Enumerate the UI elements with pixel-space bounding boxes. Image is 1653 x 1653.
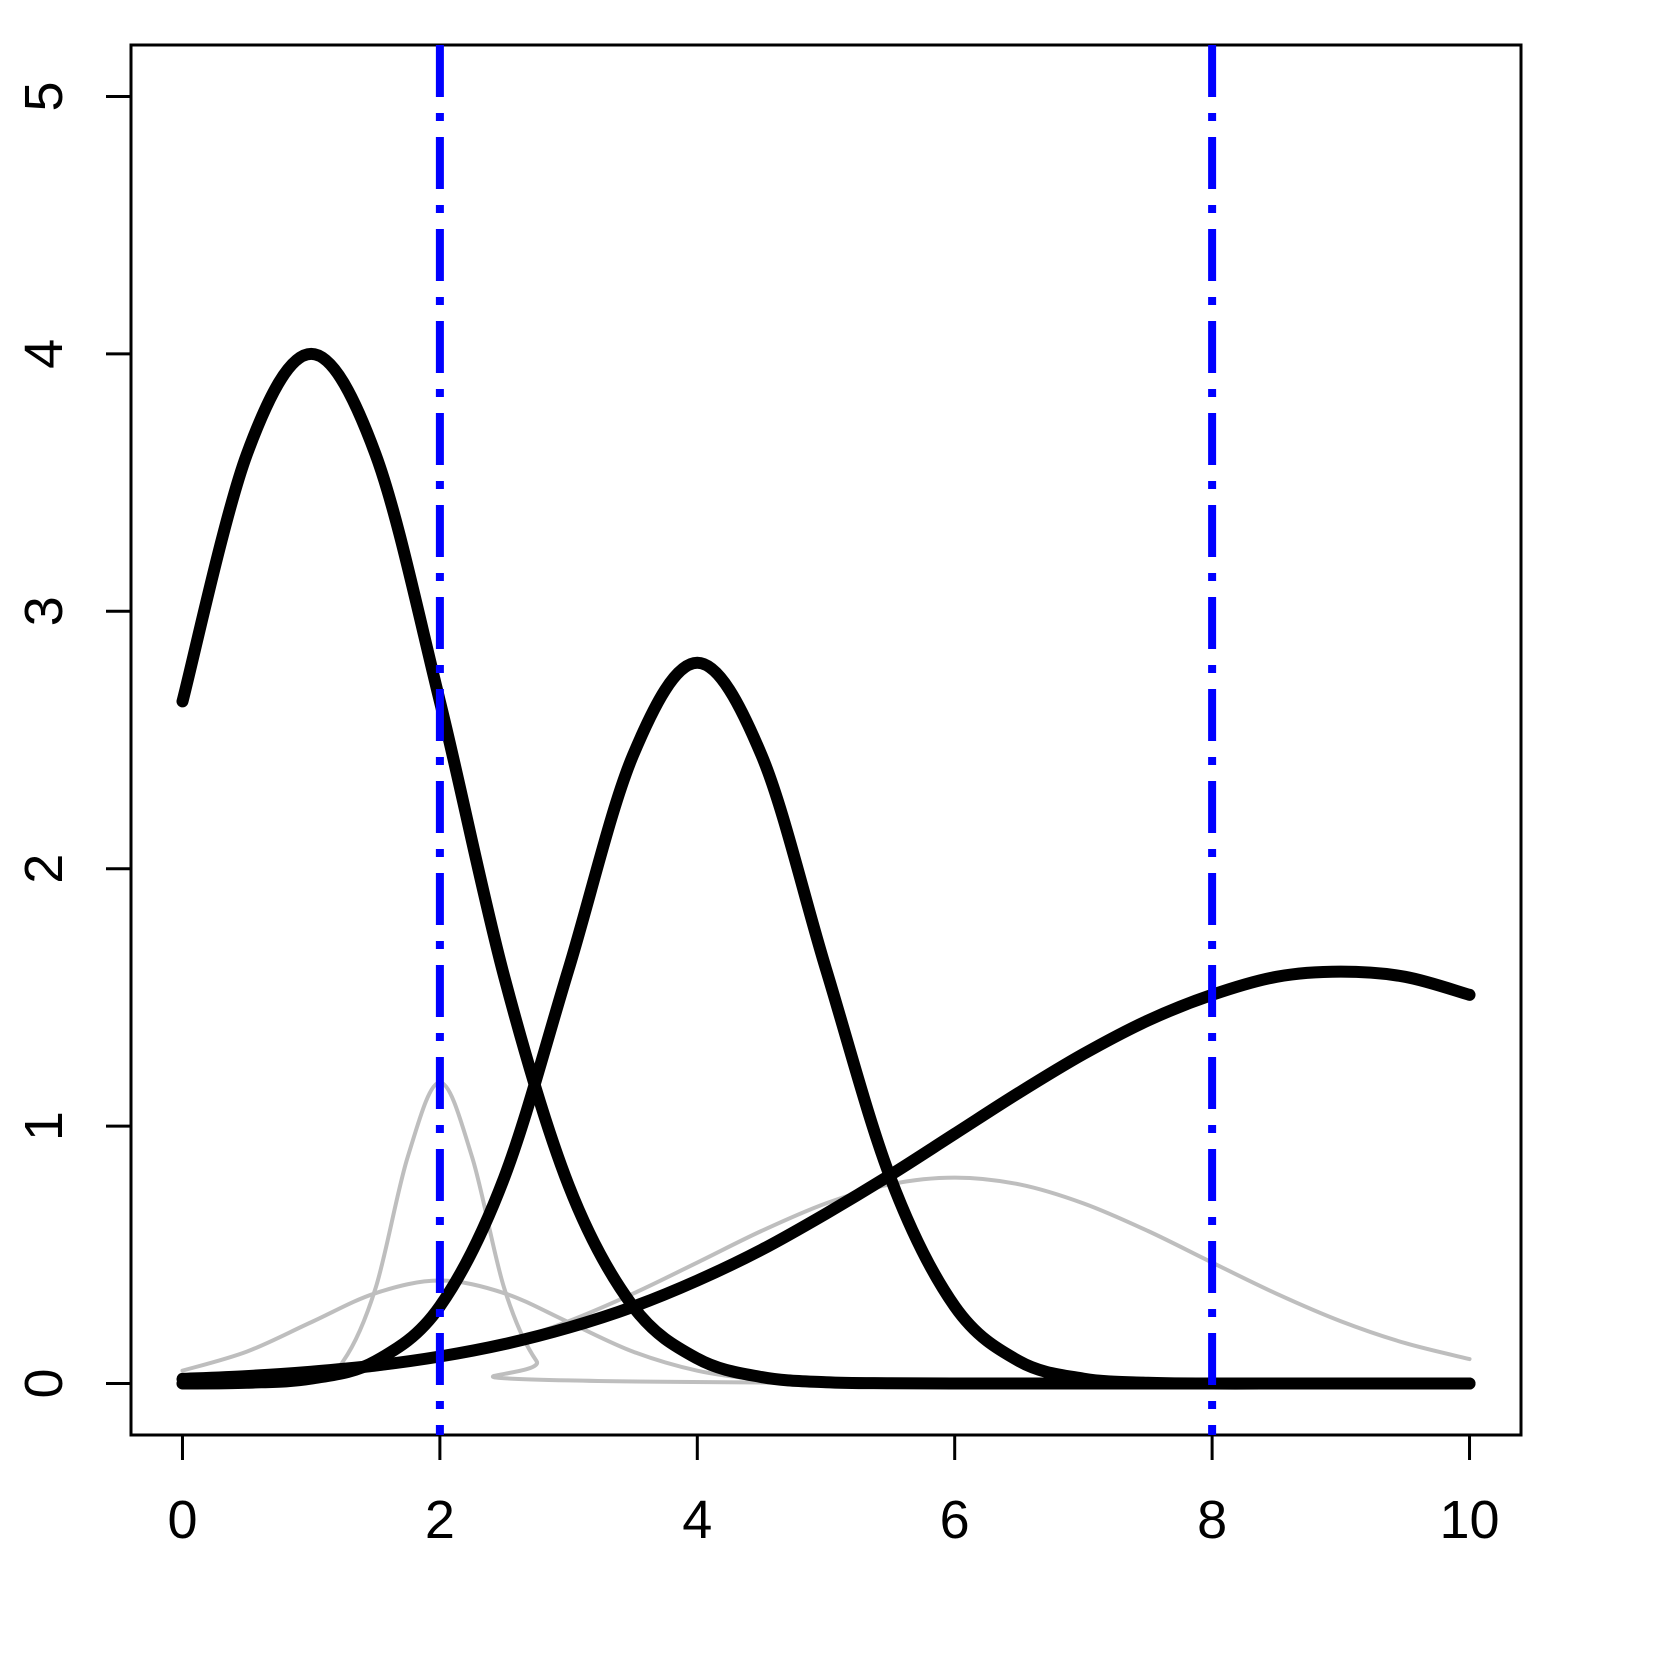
y-tick-label: 1 bbox=[14, 1111, 74, 1141]
series-line bbox=[176, 965, 1476, 1385]
x-tick-label: 10 bbox=[1439, 1490, 1499, 1550]
x-tick-label: 0 bbox=[167, 1490, 197, 1550]
series-line bbox=[176, 347, 1476, 1390]
x-tick-label: 2 bbox=[425, 1490, 455, 1550]
x-tick-label: 4 bbox=[682, 1490, 712, 1550]
y-tick-label: 0 bbox=[14, 1368, 74, 1398]
y-tick-label: 2 bbox=[14, 854, 74, 884]
y-tick-label: 5 bbox=[14, 81, 74, 111]
y-tick-label: 4 bbox=[14, 339, 74, 369]
x-tick-label: 8 bbox=[1197, 1490, 1227, 1550]
series-line bbox=[176, 656, 1476, 1390]
x-tick-label: 6 bbox=[940, 1490, 970, 1550]
y-tick-label: 3 bbox=[14, 596, 74, 626]
series-line bbox=[180, 1080, 1472, 1386]
plot-box bbox=[129, 43, 1523, 1437]
